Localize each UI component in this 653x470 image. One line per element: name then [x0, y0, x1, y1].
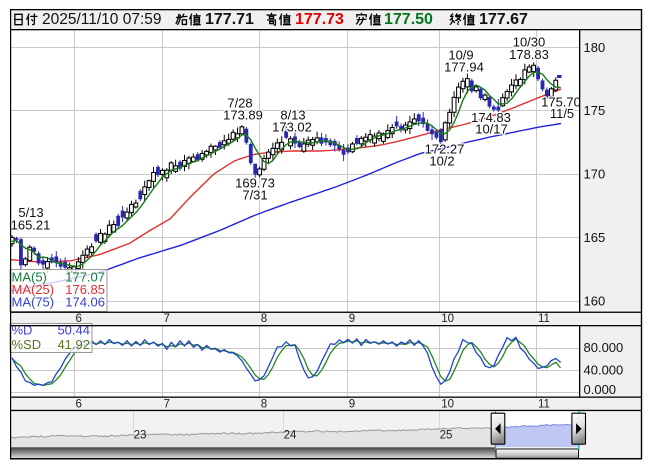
- svg-text:170: 170: [584, 167, 606, 182]
- svg-text:10/30: 10/30: [513, 35, 546, 50]
- svg-text:173.02: 173.02: [272, 120, 312, 135]
- svg-text:172.27: 172.27: [425, 142, 465, 157]
- svg-text:25: 25: [440, 430, 453, 442]
- svg-text:7: 7: [164, 398, 170, 410]
- svg-text:180: 180: [584, 40, 606, 55]
- svg-text:9: 9: [349, 313, 355, 325]
- svg-text:10/2: 10/2: [429, 154, 454, 169]
- svg-text:165.21: 165.21: [11, 218, 51, 233]
- svg-text:177.71: 177.71: [205, 11, 254, 28]
- svg-text:%D: %D: [12, 322, 33, 337]
- svg-text:175.70: 175.70: [541, 95, 581, 110]
- svg-text:MA(5): MA(5): [12, 270, 47, 285]
- svg-text:7/28: 7/28: [227, 95, 252, 110]
- svg-text:8: 8: [261, 398, 267, 410]
- svg-text:23: 23: [134, 430, 147, 442]
- svg-text:%SD: %SD: [12, 337, 42, 352]
- svg-text:80.000: 80.000: [584, 340, 624, 355]
- svg-text:10: 10: [441, 398, 454, 410]
- svg-text:160: 160: [584, 294, 606, 309]
- svg-text:10/17: 10/17: [475, 122, 508, 137]
- svg-text:24: 24: [284, 430, 297, 442]
- svg-text:2025/11/10 07:59: 2025/11/10 07:59: [42, 11, 162, 28]
- svg-text:9: 9: [349, 398, 355, 410]
- svg-text:175: 175: [584, 103, 606, 118]
- svg-text:MA(75): MA(75): [12, 295, 55, 310]
- svg-text:10/9: 10/9: [448, 48, 473, 63]
- svg-text:40.000: 40.000: [584, 362, 624, 377]
- svg-text:8/13: 8/13: [280, 108, 305, 123]
- svg-text:5/13: 5/13: [18, 205, 43, 220]
- svg-text:MA(25): MA(25): [12, 282, 55, 297]
- svg-text:11: 11: [538, 398, 550, 410]
- svg-text:6: 6: [76, 313, 82, 325]
- svg-text:7/31: 7/31: [242, 188, 267, 203]
- svg-text:176.85: 176.85: [65, 282, 105, 297]
- svg-text:177.73: 177.73: [295, 11, 344, 28]
- svg-text:11/5: 11/5: [550, 106, 574, 121]
- svg-text:177.94: 177.94: [444, 59, 484, 74]
- svg-text:6: 6: [76, 398, 82, 410]
- svg-text:169.73: 169.73: [235, 176, 275, 191]
- svg-text:173.89: 173.89: [223, 108, 263, 123]
- svg-text:177.07: 177.07: [65, 270, 105, 285]
- svg-text:41.92: 41.92: [57, 337, 90, 352]
- svg-text:50.44: 50.44: [57, 322, 90, 337]
- svg-text:8: 8: [261, 313, 267, 325]
- svg-text:174.06: 174.06: [65, 295, 105, 310]
- svg-text:177.67: 177.67: [479, 11, 528, 28]
- svg-text:10: 10: [441, 313, 454, 325]
- svg-text:165: 165: [584, 230, 606, 245]
- svg-text:7: 7: [164, 313, 170, 325]
- svg-text:0.000: 0.000: [584, 382, 617, 397]
- svg-text:174.83: 174.83: [471, 110, 511, 125]
- svg-text:177.50: 177.50: [384, 11, 433, 28]
- svg-text:11: 11: [538, 313, 550, 325]
- svg-text:178.83: 178.83: [509, 47, 549, 62]
